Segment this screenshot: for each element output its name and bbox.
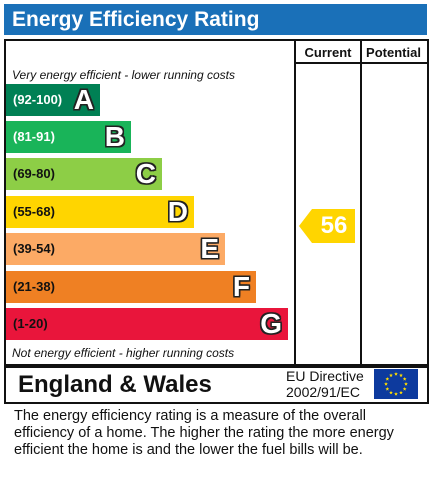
eu-star <box>404 382 408 386</box>
chart-title: Energy Efficiency Rating <box>12 8 260 31</box>
band-b: (81-91) B <box>6 121 131 153</box>
band-range-label: (1-20) <box>13 316 48 331</box>
eu-star <box>384 382 388 386</box>
eu-directive-line1: EU Directive <box>286 368 364 384</box>
eu-star <box>389 373 393 377</box>
eu-star <box>394 392 398 396</box>
band-a: (92-100) A <box>6 84 100 116</box>
band-e: (39-54) E <box>6 233 225 265</box>
band-range-label: (92-100) <box>13 92 63 107</box>
column-divider-potential <box>360 39 362 368</box>
eu-star <box>385 387 390 391</box>
bottom-note: Not energy efficient - higher running co… <box>12 346 235 360</box>
band-range-label: (39-54) <box>13 241 55 256</box>
eu-directive: EU Directive 2002/91/EC <box>286 368 364 400</box>
eu-flag-icon <box>374 369 418 399</box>
eu-directive-line2: 2002/91/EC <box>286 384 360 400</box>
eu-star <box>399 390 403 395</box>
band-letter: A <box>73 84 94 115</box>
top-note: Very energy efficient - lower running co… <box>12 68 235 82</box>
band-c: (69-80) C <box>6 158 162 190</box>
band-f: (21-38) F <box>6 271 256 303</box>
potential-column-header: Potential <box>366 45 421 60</box>
rating-table <box>4 39 429 368</box>
eu-star <box>394 372 398 376</box>
band-letter: C <box>135 158 156 189</box>
eu-star <box>399 373 403 377</box>
eu-star <box>402 387 407 391</box>
band-letter: B <box>104 121 125 152</box>
eu-star <box>402 377 407 381</box>
eu-star <box>389 390 393 395</box>
band-d: (55-68) D <box>6 196 194 228</box>
band-letter: G <box>260 308 282 339</box>
band-range-label: (81-91) <box>13 129 55 144</box>
current-column-header: Current <box>304 45 352 60</box>
eu-star <box>385 377 390 381</box>
description: The energy efficiency rating is a measur… <box>14 408 394 458</box>
current-rating-arrow: 56 <box>299 209 355 243</box>
band-letter: E <box>200 233 219 264</box>
title-bar: Energy Efficiency Rating <box>4 4 427 35</box>
band-range-label: (21-38) <box>13 279 55 294</box>
column-divider-current <box>294 39 296 368</box>
footer: England & Wales EU Directive 2002/91/EC <box>4 364 429 404</box>
band-letter: F <box>232 271 250 302</box>
footer-country: England & Wales <box>18 371 212 398</box>
band-range-label: (69-80) <box>13 166 55 181</box>
band-range-label: (55-68) <box>13 204 55 219</box>
current-rating-value: 56 <box>320 212 348 239</box>
band-g: (1-20) G <box>6 308 288 340</box>
header-divider <box>296 62 427 64</box>
band-letter: D <box>167 196 188 227</box>
